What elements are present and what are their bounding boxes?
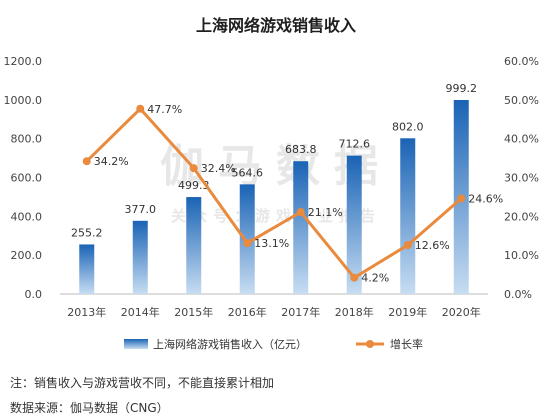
legend: 上海网络游戏销售收入（亿元） 增长率 [124, 337, 423, 351]
chart-title: 上海网络游戏销售收入 [195, 16, 356, 35]
rate-value-label: 47.7% [147, 103, 182, 116]
rate-point [136, 104, 145, 113]
bar [132, 220, 148, 294]
rate-value-label: 4.2% [361, 272, 389, 285]
data-source: 数据来源：伽马数据（CNG） [10, 401, 169, 415]
rate-value-label: 21.1% [308, 206, 343, 219]
bar-value-label: 683.8 [285, 143, 317, 156]
rate-point [82, 157, 91, 166]
right-tick-label: 10.0% [504, 249, 539, 262]
left-axis-ticks: 0.0 200.0 400.0 600.0 800.0 1000.0 1200.0 [4, 55, 43, 301]
left-tick-label: 600.0 [11, 172, 43, 185]
rate-value-label: 12.6% [415, 239, 450, 252]
x-tick-label: 2014年 [121, 305, 160, 319]
right-tick-label: 40.0% [504, 133, 539, 146]
left-tick-label: 1000.0 [4, 94, 43, 107]
x-tick-label: 2017年 [281, 305, 320, 319]
rate-value-label: 34.2% [94, 155, 129, 168]
rate-point [350, 273, 359, 282]
footnote: 注：销售收入与游戏营收不同，不能直接累计相加 [10, 376, 275, 390]
rate-point [296, 208, 305, 217]
left-tick-label: 0.0 [25, 288, 43, 301]
bar [346, 155, 362, 294]
x-tick-label: 2013年 [67, 305, 106, 319]
bar-value-labels: 255.2 377.0 499.3 564.6 683.8 712.6 802.0 999.2 [71, 82, 477, 239]
bar-value-label: 999.2 [446, 82, 478, 95]
x-tick-label: 2018年 [335, 305, 374, 319]
bar [293, 161, 309, 294]
bar-value-label: 255.2 [71, 226, 103, 239]
bar-value-label: 499.3 [178, 179, 210, 192]
x-tick-label: 2020年 [442, 305, 481, 319]
bar [186, 197, 202, 294]
rate-point [189, 164, 198, 173]
rate-line-series: 34.2% 47.7% 32.4% 13.1% 21.1% 4.2% 12.6% 24.6% [82, 103, 503, 285]
bar-value-label: 377.0 [125, 203, 157, 216]
rate-point [457, 194, 466, 203]
rate-value-label: 24.6% [468, 192, 503, 205]
watermark-subtitle: 关众号：游戏产业报告 [170, 207, 381, 225]
x-tick-label: 2016年 [228, 305, 267, 319]
right-axis-ticks: 0.0% 10.0% 20.0% 30.0% 40.0% 50.0% 60.0% [504, 55, 539, 301]
bar [79, 244, 95, 294]
legend-bar-label: 上海网络游戏销售收入（亿元） [153, 337, 307, 351]
right-tick-label: 60.0% [504, 55, 539, 68]
x-axis-ticks: 2013年 2014年 2015年 2016年 2017年 2018年 2019年 2020年 [67, 305, 481, 319]
rate-value-label: 13.1% [254, 237, 289, 250]
bar [400, 138, 416, 294]
bar-value-label: 802.0 [392, 120, 424, 133]
legend-line-label: 增长率 [390, 337, 423, 351]
left-tick-label: 800.0 [11, 133, 43, 146]
rate-line [85, 107, 463, 280]
rate-value-label: 32.4% [201, 162, 236, 175]
left-tick-label: 200.0 [11, 249, 43, 262]
left-tick-label: 400.0 [11, 210, 43, 223]
right-tick-label: 20.0% [504, 210, 539, 223]
chart: 0.0 200.0 400.0 600.0 800.0 1000.0 1200.0 0.0%… [4, 55, 539, 351]
bar-value-label: 712.6 [339, 138, 371, 151]
left-tick-label: 1200.0 [4, 55, 43, 68]
right-tick-label: 50.0% [504, 94, 539, 107]
rate-point [403, 241, 412, 250]
legend-line-marker [366, 340, 374, 348]
right-tick-label: 0.0% [504, 288, 532, 301]
x-tick-label: 2019年 [388, 305, 427, 319]
rate-point [243, 239, 252, 248]
right-tick-label: 30.0% [504, 172, 539, 185]
bar-value-label: 564.6 [232, 166, 264, 179]
x-tick-label: 2015年 [174, 305, 213, 319]
legend-bar-swatch [124, 339, 148, 349]
